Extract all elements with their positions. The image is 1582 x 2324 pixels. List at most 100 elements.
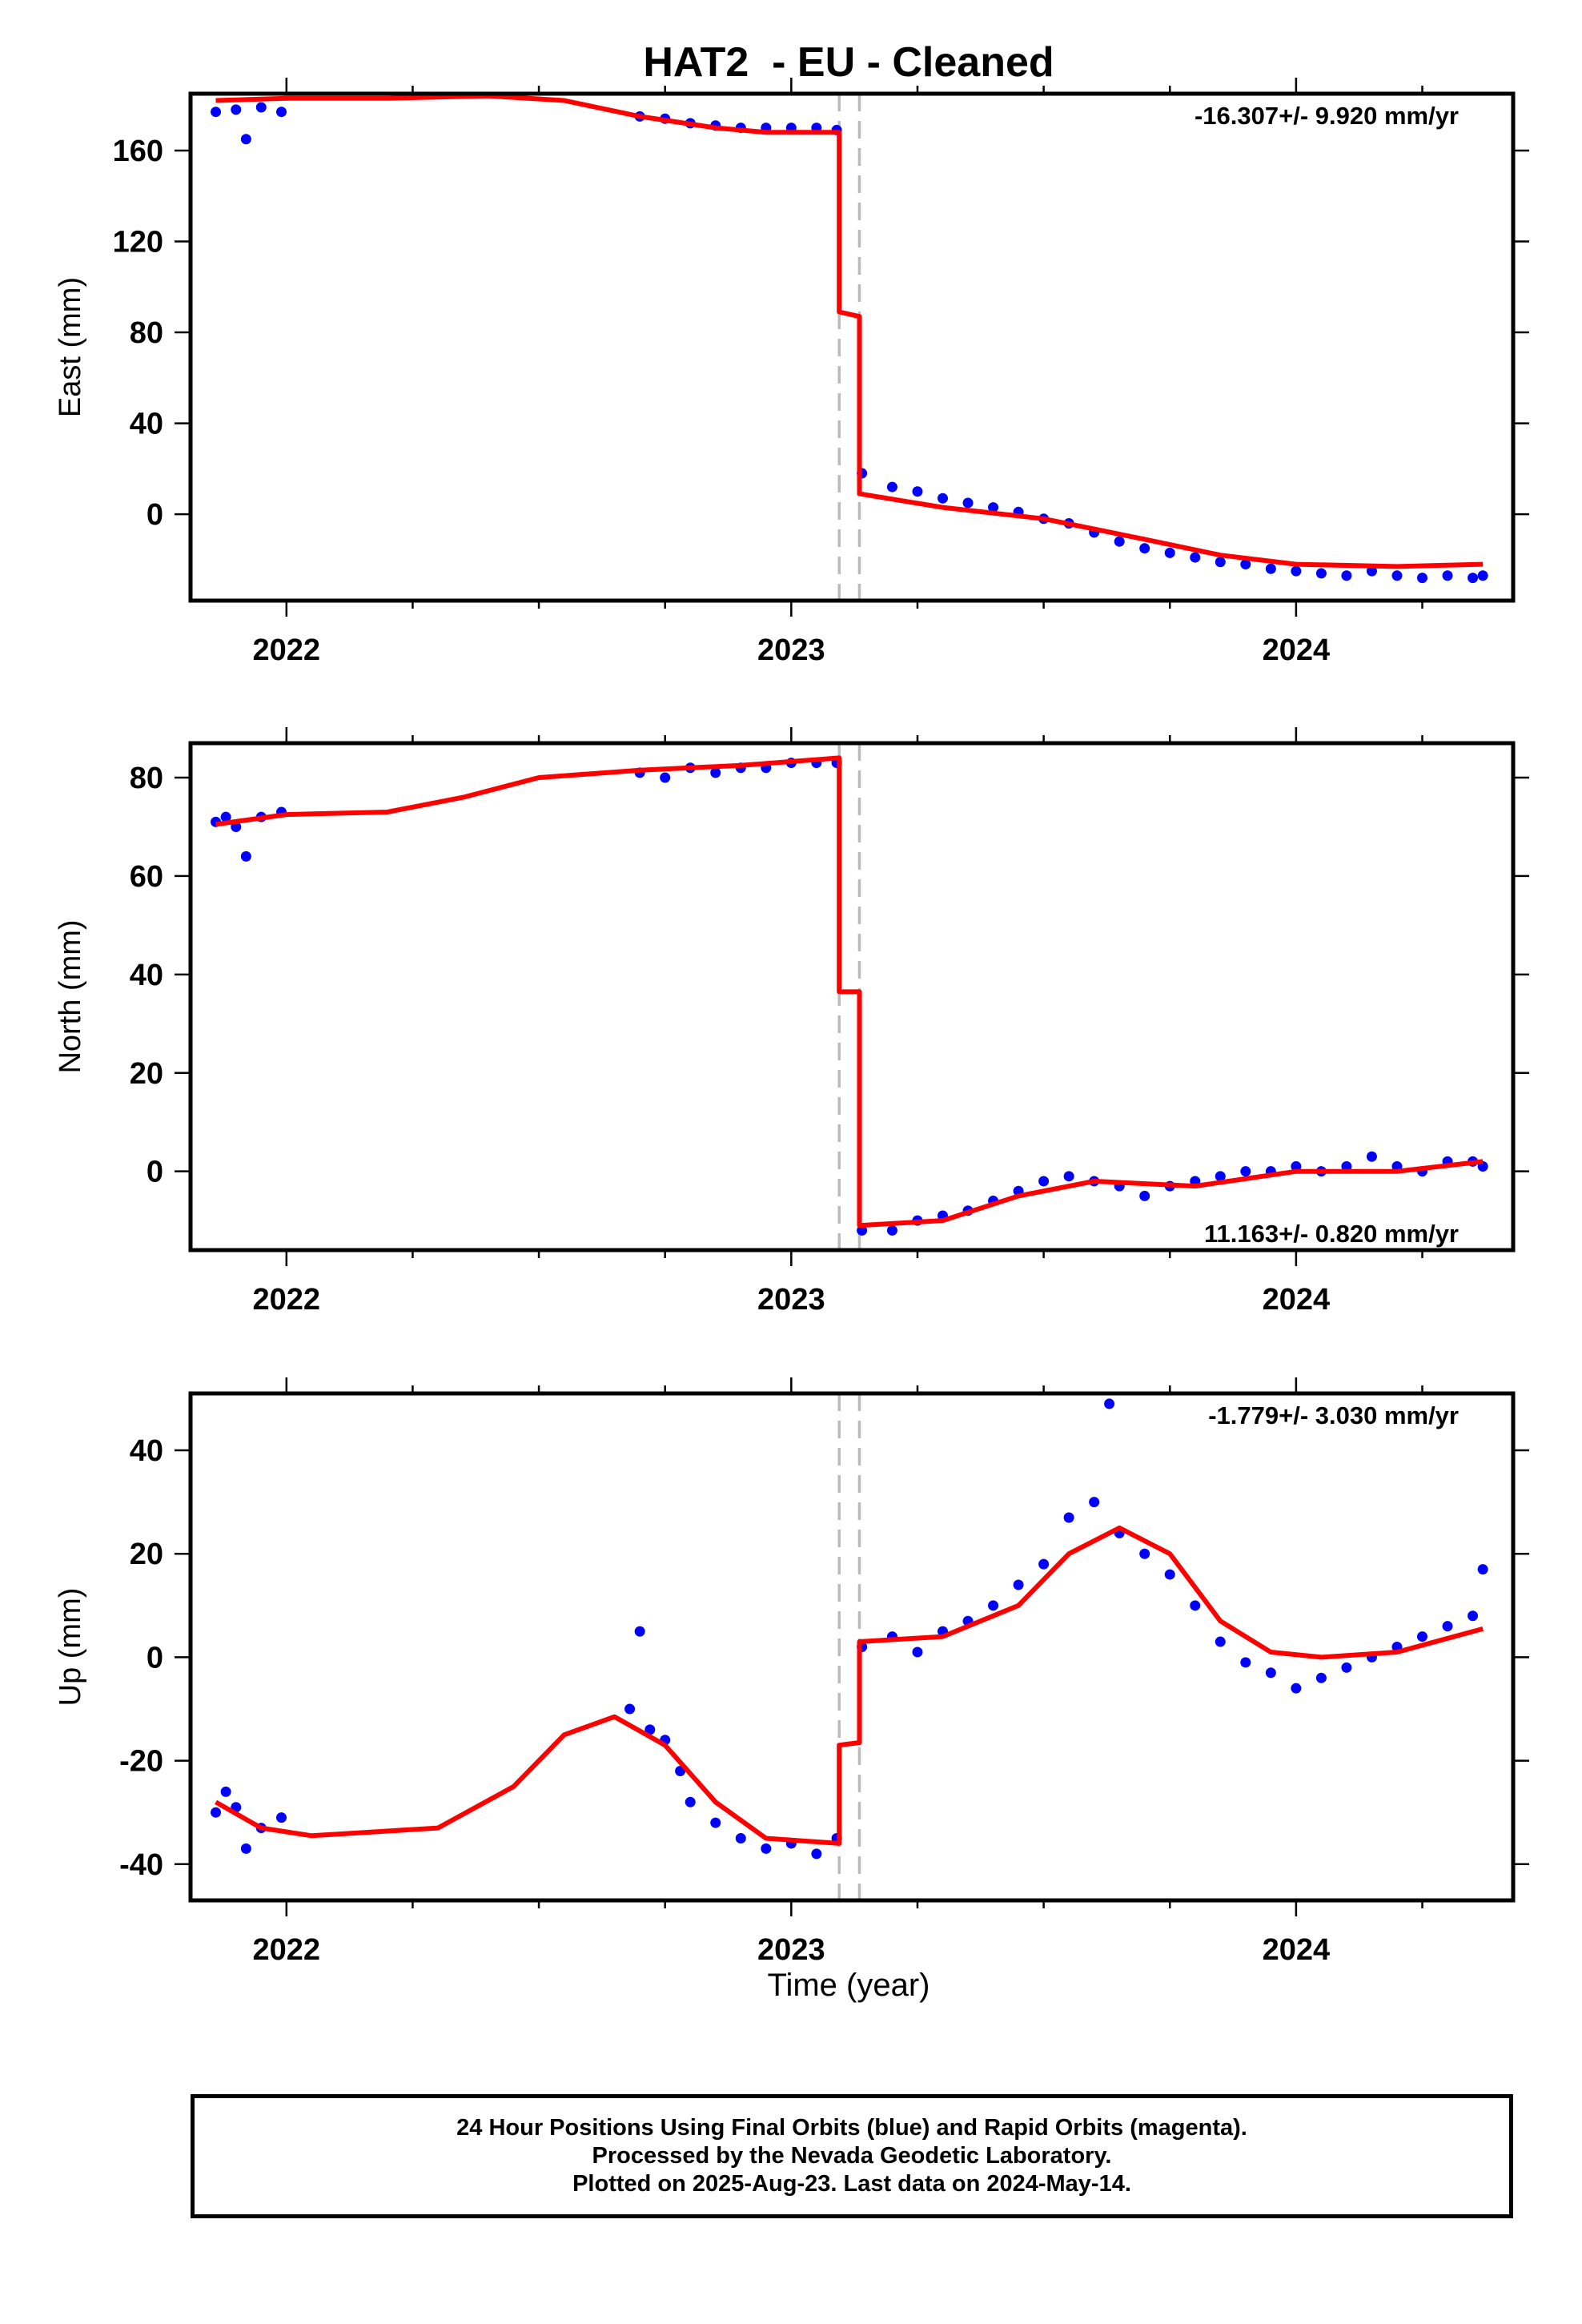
up-y-axis-label: Up (mm) [54,1588,87,1707]
east-y-tick-label: 120 [113,226,163,259]
east-data-point-16 [886,481,897,493]
up-data-point-27 [1063,1512,1074,1523]
north-panel: 2022 2023 2024 0 20 40 60 80 North (mm) 11.163+/-… [54,727,1529,1317]
north-y-tick-label: 40 [130,959,163,992]
up-data-point-43 [1442,1621,1453,1632]
north-x-tick-label: 2023 [757,1283,825,1317]
north-model-line [215,755,1484,1228]
east-data-point-32 [1291,565,1302,577]
north-observations [211,758,1488,1236]
up-data-point-25 [1013,1579,1024,1590]
north-y-tick-label: 80 [130,762,163,795]
up-data-point-26 [1038,1558,1050,1570]
chart-title: HAT2 - EU - Cleaned [643,39,1054,86]
east-y-axis-label: East (mm) [54,277,87,417]
east-data-point-31 [1265,563,1276,574]
east-data-point-25 [1114,536,1125,547]
east-data-point-5 [275,107,287,118]
up-x-tick-label: 2024 [1263,1933,1331,1967]
up-data-point-15 [761,1843,772,1854]
east-observations [211,102,1488,584]
east-y-tick-label: 80 [130,316,163,350]
east-y-tick-label: 160 [113,135,163,168]
east-data-point-17 [912,486,923,497]
up-data-point-39 [1341,1662,1352,1673]
north-y-axis-label: North (mm) [54,919,87,1073]
footer-line-3: Plotted on 2025-Aug-23. Last data on 202… [572,2171,1131,2197]
east-data-point-4 [255,102,267,113]
up-data-point-31 [1139,1548,1150,1559]
footer-info-box: 24 Hour Positions Using Final Orbits (bl… [191,2094,1513,2218]
east-data-point-3 [240,134,251,145]
up-data-point-36 [1265,1667,1276,1679]
up-model-line [215,1525,1484,1846]
north-data-point-23 [1038,1176,1050,1187]
north-data-point-24 [1063,1171,1074,1182]
up-data-point-33 [1190,1600,1201,1611]
up-data-point-6 [275,1812,287,1823]
up-y-tick-label: 40 [130,1434,163,1468]
up-data-point-34 [1215,1636,1226,1647]
north-data-point-27 [1139,1190,1150,1201]
east-data-point-33 [1315,568,1327,579]
east-data-point-1 [211,107,222,118]
up-data-point-37 [1291,1683,1302,1694]
up-data-point-24 [988,1600,999,1611]
x-axis-label: Time (year) [768,1968,930,2003]
up-data-point-35 [1240,1657,1251,1668]
up-data-point-1 [211,1807,222,1818]
north-y-tick-label: 20 [130,1057,163,1091]
east-data-point-2 [231,104,242,115]
east-x-tick-label: 2023 [757,633,825,667]
east-data-point-35 [1366,565,1377,577]
north-y-tick-label: 0 [147,1156,163,1189]
up-data-point-42 [1417,1631,1428,1642]
up-rate-annotation: -1.779+/- 3.030 mm/yr [1208,1401,1459,1429]
east-rate-annotation: -16.307+/- 9.920 mm/yr [1195,102,1459,130]
up-data-point-7 [624,1703,636,1715]
north-y-tick-label: 60 [130,860,163,894]
east-data-point-36 [1391,570,1403,581]
east-plot-frame [188,91,1516,603]
up-data-point-8 [634,1626,645,1637]
up-data-point-38 [1315,1672,1327,1683]
east-y-tick-label: 40 [130,408,163,441]
up-panel: 2022 2023 2024 -40 -20 0 20 40 Up (mm) -1.779+/- … [54,1377,1529,1967]
up-plot-frame [188,1391,1516,1903]
up-data-point-45 [1477,1564,1488,1575]
east-data-point-39 [1468,573,1479,584]
north-rate-annotation: 11.163+/- 0.820 mm/yr [1204,1220,1459,1248]
east-data-point-37 [1417,573,1428,584]
north-data-point-30 [1215,1171,1226,1182]
east-data-point-34 [1341,570,1352,581]
north-data-point-2 [220,811,231,822]
east-data-point-18 [937,493,948,504]
north-data-point-36 [1366,1151,1377,1162]
north-x-tick-label: 2022 [253,1283,321,1317]
up-y-tick-label: 20 [130,1538,163,1571]
east-data-point-38 [1442,570,1453,581]
north-data-point-31 [1240,1166,1251,1177]
north-plot-frame [188,741,1516,1252]
up-data-point-17 [811,1848,822,1860]
up-data-point-28 [1089,1497,1100,1508]
east-data-point-40 [1477,570,1488,581]
up-observations [211,1398,1488,1860]
up-data-point-2 [220,1786,231,1797]
north-data-point-8 [660,772,671,783]
up-x-tick-label: 2022 [253,1933,321,1967]
up-y-tick-label: -20 [119,1745,163,1779]
up-x-tick-label: 2023 [757,1933,825,1967]
footer-line-2: Processed by the Nevada Geodetic Laborat… [592,2143,1112,2169]
east-x-tick-label: 2022 [253,633,321,667]
up-data-point-21 [912,1647,923,1658]
up-data-point-29 [1104,1398,1115,1409]
east-y-tick-label: 0 [147,498,163,532]
east-data-point-26 [1139,543,1150,554]
east-model-line [215,94,1484,569]
north-data-point-10 [710,767,721,778]
up-y-tick-label: -40 [119,1848,163,1882]
up-y-tick-label: 0 [147,1641,163,1675]
footer-line-1: 24 Hour Positions Using Final Orbits (bl… [456,2115,1247,2141]
